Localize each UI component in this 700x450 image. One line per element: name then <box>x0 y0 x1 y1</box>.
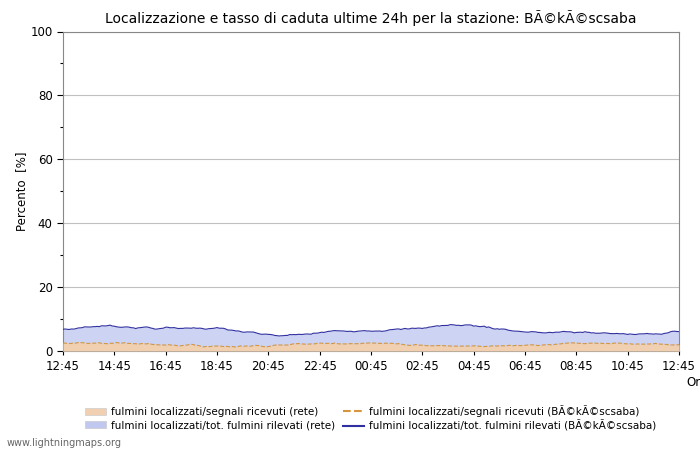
Legend: fulmini localizzati/segnali ricevuti (rete), fulmini localizzati/tot. fulmini ri: fulmini localizzati/segnali ricevuti (re… <box>80 401 661 436</box>
Y-axis label: Percento  [%]: Percento [%] <box>15 152 27 231</box>
Text: www.lightningmaps.org: www.lightningmaps.org <box>7 438 122 448</box>
Text: Orario: Orario <box>686 376 700 389</box>
Title: Localizzazione e tasso di caduta ultime 24h per la stazione: BÃ©kÃ©scsaba: Localizzazione e tasso di caduta ultime … <box>105 10 637 26</box>
